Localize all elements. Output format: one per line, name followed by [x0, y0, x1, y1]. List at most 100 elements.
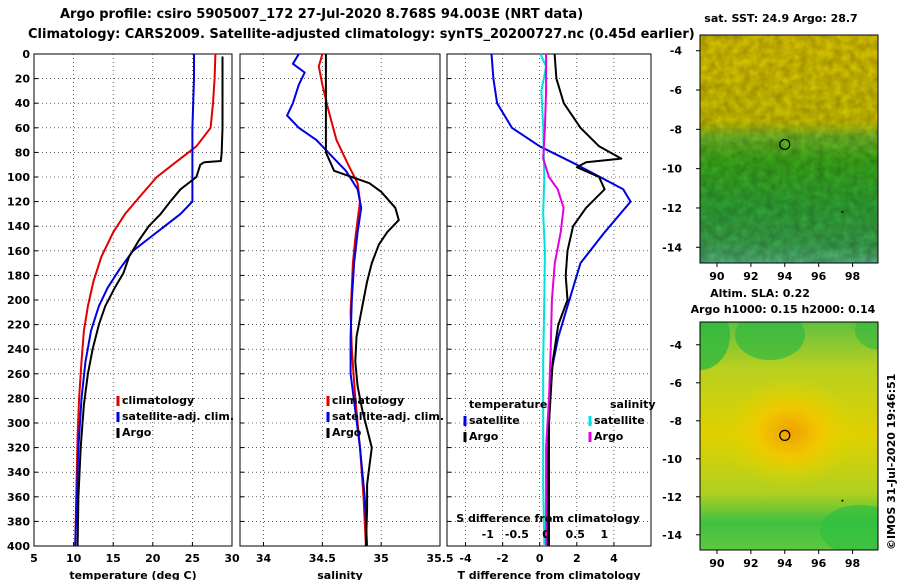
sla-map-island-dot	[841, 499, 844, 502]
temperature-xtick-label: 5	[30, 552, 38, 565]
temperature-xlabel: temperature (deg C)	[69, 569, 196, 580]
sst-map-xtick-label: 98	[845, 270, 860, 283]
sla-map-ytick-label: -4	[670, 339, 683, 352]
difference-series-salinity-satellite	[539, 53, 548, 547]
depth-tick-label: 360	[7, 491, 30, 504]
sst-map-island-dot	[841, 210, 844, 213]
sla-map-ytick-label: -8	[670, 415, 682, 428]
depth-tick-label: 40	[15, 97, 31, 110]
depth-tick-label: 160	[7, 245, 30, 258]
sst-map-ytick-label: -10	[662, 163, 682, 176]
difference-top-tick-label: -0.5	[505, 528, 529, 541]
sst-map-title: sat. SST: 24.9 Argo: 28.7	[704, 12, 857, 25]
depth-tick-label: 100	[7, 171, 30, 184]
sst-map-xtick-label: 90	[709, 270, 725, 283]
sst-map-field	[700, 35, 878, 263]
sst-map-xtick-label: 94	[777, 270, 793, 283]
difference-xtick-label: -2	[497, 552, 509, 565]
temperature-xtick-label: 30	[224, 552, 240, 565]
depth-tick-label: 280	[7, 392, 30, 405]
sst-map-argo-marker	[779, 138, 791, 151]
sst-map-ytick-label: -4	[670, 45, 683, 58]
difference-legend-right-title: salinity	[610, 398, 656, 411]
depth-tick-label: 60	[15, 122, 31, 135]
sst-map-ytick-label: -8	[670, 123, 682, 136]
difference-xtick-label: 2	[573, 552, 581, 565]
depth-tick-label: 320	[7, 442, 30, 455]
imos-watermark: ©IMOS 31-Jul-2020 19:46:51	[885, 374, 898, 550]
difference-legend-label: satellite	[469, 414, 520, 427]
difference-top-tick-label: 0	[542, 528, 550, 541]
temperature-xtick-label: 20	[145, 552, 161, 565]
difference-xtick-label: 0	[536, 552, 544, 565]
sla-map-title: Altim. SLA: 0.22	[710, 287, 810, 300]
difference-top-tick-label: 1	[601, 528, 609, 541]
sst-map-frame	[699, 34, 879, 264]
salinity-legend-label: satellite-adj. clim.	[332, 410, 444, 423]
difference-series-salinity-argo	[542, 54, 565, 546]
sla-map-xtick-label: 92	[743, 557, 758, 570]
depth-tick-label: 20	[15, 73, 31, 86]
sla-map-xtick-label: 94	[777, 557, 793, 570]
depth-tick-label: 300	[7, 417, 30, 430]
sla-map-argo-marker	[779, 429, 791, 441]
depth-tick-label: 80	[15, 146, 31, 159]
difference-top-tick-label: -1	[482, 528, 494, 541]
salinity-xtick-label: 34.5	[309, 552, 336, 565]
difference-xtick-label: -4	[459, 552, 472, 565]
salinity-xtick-label: 35.5	[426, 552, 453, 565]
sla-map-xtick-label: 98	[845, 557, 860, 570]
depth-tick-label: 0	[22, 48, 30, 61]
salinity-legend-label: Argo	[332, 426, 362, 439]
sla-map-ytick-label: -10	[662, 453, 682, 466]
depth-tick-label: 200	[7, 294, 30, 307]
depth-tick-label: 120	[7, 196, 30, 209]
salinity-series-climatology	[317, 53, 367, 547]
sla-map-field	[700, 322, 878, 550]
temperature-legend-label: Argo	[122, 426, 152, 439]
depth-tick-label: 340	[7, 466, 30, 479]
sla-map-ytick-label: -12	[662, 491, 682, 504]
sla-map-ytick-label: -14	[662, 529, 682, 542]
temperature-series-argo	[76, 56, 224, 547]
salinity-legend-label: climatology	[332, 394, 404, 407]
difference-legend-label: Argo	[594, 430, 624, 443]
difference-legend-label: satellite	[594, 414, 645, 427]
depth-tick-label: 140	[7, 220, 30, 233]
difference-xlabel: T difference from climatology	[457, 569, 640, 580]
depth-tick-label: 240	[7, 343, 30, 356]
salinity-series-satellite-adj-clim-	[286, 53, 369, 547]
sla-map-subtitle: Argo h1000: 0.15 h2000: 0.14	[691, 303, 876, 316]
difference-series-temperature-argo	[548, 53, 623, 546]
temperature-series-climatology	[74, 53, 217, 547]
difference-top-tick-label: 0.5	[565, 528, 585, 541]
salinity-xlabel: salinity	[317, 569, 363, 580]
depth-tick-label: 380	[7, 515, 30, 528]
temperature-legend-label: satellite-adj. clim.	[122, 410, 234, 423]
title-line-2: Climatology: CARS2009. Satellite-adjuste…	[28, 27, 695, 42]
sla-map-xtick-label: 90	[709, 557, 725, 570]
sla-map-xtick-label: 96	[811, 557, 827, 570]
depth-tick-label: 220	[7, 319, 30, 332]
temperature-xtick-label: 25	[185, 552, 200, 565]
salinity-xtick-label: 34	[256, 552, 272, 565]
difference-top-label: S difference from climatology	[456, 512, 640, 525]
temperature-xtick-label: 15	[106, 552, 121, 565]
depth-tick-label: 180	[7, 269, 30, 282]
salinity-series-argo	[324, 54, 400, 547]
sst-map-ytick-label: -6	[670, 84, 683, 97]
sst-map-ytick-label: -14	[662, 241, 682, 254]
difference-legend-left-title: temperature	[469, 398, 547, 411]
sst-map-xtick-label: 96	[811, 270, 827, 283]
difference-xtick-label: 4	[610, 552, 618, 565]
salinity-xtick-label: 35	[374, 552, 389, 565]
sla-map-frame	[699, 321, 879, 551]
sst-map-ytick-label: -12	[662, 202, 682, 215]
sst-map-xtick-label: 92	[743, 270, 758, 283]
difference-legend-label: Argo	[469, 430, 499, 443]
sla-map-ytick-label: -6	[670, 377, 683, 390]
temperature-xtick-label: 10	[66, 552, 82, 565]
title-line-1: Argo profile: csiro 5905007_172 27-Jul-2…	[60, 7, 584, 22]
temperature-legend-label: climatology	[122, 394, 194, 407]
